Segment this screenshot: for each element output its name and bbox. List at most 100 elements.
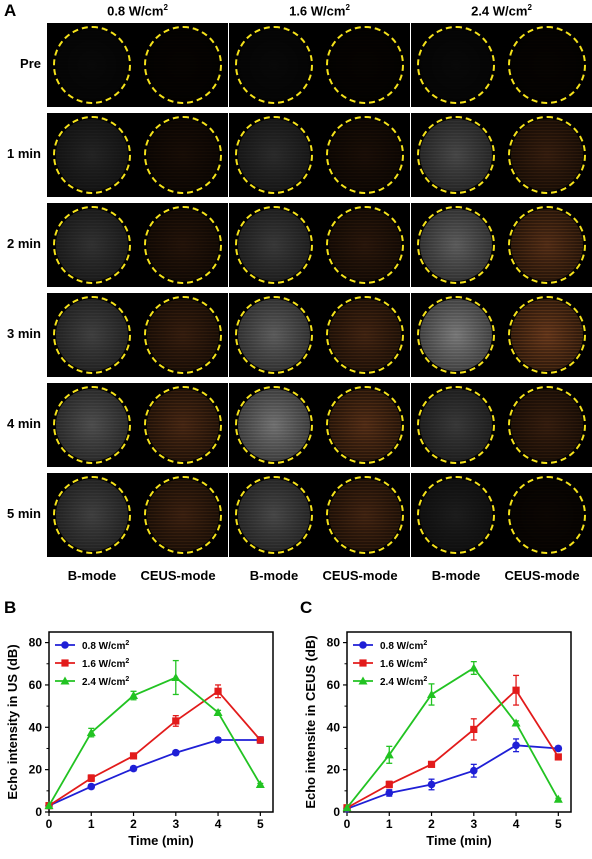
x-tick-label: 4 bbox=[215, 817, 222, 831]
b-mode-image bbox=[411, 473, 501, 557]
legend-label: 1.6 W/cm2 bbox=[82, 658, 129, 670]
mode-label: CEUS-mode bbox=[140, 568, 216, 583]
dashed-circle-outline bbox=[235, 116, 313, 194]
data-point bbox=[511, 718, 521, 727]
ceus-mode-image bbox=[502, 203, 592, 287]
series-line bbox=[346, 666, 560, 809]
plot-frame bbox=[48, 631, 274, 813]
x-tick-label: 0 bbox=[344, 817, 351, 831]
data-point bbox=[171, 748, 180, 757]
dashed-circle-outline bbox=[53, 296, 131, 374]
data-point bbox=[427, 760, 436, 768]
data-point bbox=[129, 764, 138, 773]
panel-letter-b: B bbox=[4, 598, 17, 617]
x-tick-label: 3 bbox=[172, 817, 179, 831]
dashed-circle-outline bbox=[508, 386, 586, 464]
column-header-text: 2.4 W/cm bbox=[471, 3, 528, 19]
b-mode-image bbox=[229, 23, 319, 107]
data-point bbox=[61, 659, 69, 667]
y-tick-label: 0 bbox=[35, 805, 42, 819]
data-point bbox=[358, 676, 368, 685]
b-mode-image bbox=[229, 473, 319, 557]
b-mode-image bbox=[229, 293, 319, 377]
data-point bbox=[60, 676, 70, 685]
data-point bbox=[87, 774, 95, 782]
ceus-mode-image bbox=[320, 113, 410, 197]
ceus-mode-image bbox=[138, 473, 228, 557]
y-tick-label: 80 bbox=[327, 636, 341, 650]
row-label: 1 min bbox=[7, 146, 41, 161]
dashed-circle-outline bbox=[53, 26, 131, 104]
legend-label: 2.4 W/cm2 bbox=[82, 676, 129, 688]
data-point bbox=[256, 736, 264, 744]
row-separator bbox=[47, 287, 592, 293]
data-point bbox=[385, 789, 394, 797]
column-header-2: 2.4 W/cm2 bbox=[411, 3, 592, 18]
y-tick-label: 40 bbox=[327, 720, 341, 734]
dashed-circle-outline bbox=[235, 206, 313, 284]
data-point bbox=[427, 780, 436, 789]
data-point bbox=[384, 750, 394, 759]
b-mode-image bbox=[47, 23, 137, 107]
data-point bbox=[553, 794, 563, 803]
ceus-mode-image bbox=[320, 293, 410, 377]
data-point bbox=[213, 707, 223, 716]
data-point bbox=[359, 641, 367, 649]
y-tick-label: 40 bbox=[29, 720, 43, 734]
mode-label: CEUS-mode bbox=[322, 568, 398, 583]
dashed-circle-outline bbox=[508, 116, 586, 194]
dashed-circle-outline bbox=[417, 206, 495, 284]
dashed-circle-outline bbox=[53, 386, 131, 464]
dashed-circle-outline bbox=[326, 116, 404, 194]
dashed-circle-outline bbox=[326, 206, 404, 284]
column-header-text: 0.8 W/cm bbox=[107, 3, 164, 19]
dashed-circle-outline bbox=[144, 116, 222, 194]
data-point bbox=[61, 641, 69, 649]
b-mode-image bbox=[411, 203, 501, 287]
dashed-circle-outline bbox=[417, 116, 495, 194]
data-point bbox=[129, 752, 138, 760]
ceus-mode-image bbox=[320, 383, 410, 467]
row-separator bbox=[47, 197, 592, 203]
row-label: 4 min bbox=[7, 416, 41, 431]
dashed-circle-outline bbox=[144, 476, 222, 554]
ceus-mode-image bbox=[502, 473, 592, 557]
dashed-circle-outline bbox=[53, 476, 131, 554]
data-point bbox=[214, 736, 222, 744]
data-point bbox=[470, 725, 478, 734]
data-point bbox=[214, 687, 222, 695]
b-mode-image bbox=[229, 383, 319, 467]
data-point bbox=[469, 766, 478, 775]
dashed-circle-outline bbox=[326, 26, 404, 104]
data-point bbox=[385, 780, 393, 789]
b-mode-image bbox=[47, 113, 137, 197]
y-axis-label: Echo intensity in US (dB) bbox=[5, 644, 20, 799]
b-mode-image bbox=[411, 383, 501, 467]
chart-b: 0 1 2 3 4 5 0 20 40 60 80 Time (min) Echo intensity … bbox=[5, 631, 274, 848]
x-tick-label: 1 bbox=[386, 817, 393, 831]
series-line bbox=[346, 688, 560, 809]
series-line bbox=[48, 676, 262, 807]
dashed-circle-outline bbox=[235, 386, 313, 464]
x-tick-label: 2 bbox=[130, 817, 137, 831]
dashed-circle-outline bbox=[235, 26, 313, 104]
column-header-sup: 2 bbox=[527, 3, 532, 12]
ceus-mode-image bbox=[502, 293, 592, 377]
mode-label: B-mode bbox=[431, 568, 481, 583]
data-point bbox=[44, 801, 54, 810]
series-line bbox=[346, 744, 559, 810]
data-point bbox=[427, 689, 437, 698]
y-tick-label: 80 bbox=[29, 636, 43, 650]
dashed-circle-outline bbox=[144, 26, 222, 104]
dashed-circle-outline bbox=[508, 296, 586, 374]
dashed-circle-outline bbox=[417, 476, 495, 554]
ceus-mode-image bbox=[502, 113, 592, 197]
dashed-circle-outline bbox=[508, 26, 586, 104]
mode-label: B-mode bbox=[249, 568, 299, 583]
b-mode-image bbox=[229, 203, 319, 287]
ceus-mode-image bbox=[138, 293, 228, 377]
dashed-circle-outline bbox=[508, 206, 586, 284]
data-point bbox=[512, 741, 520, 750]
x-tick-label: 1 bbox=[88, 817, 95, 831]
column-header-text: 1.6 W/cm bbox=[289, 3, 346, 19]
